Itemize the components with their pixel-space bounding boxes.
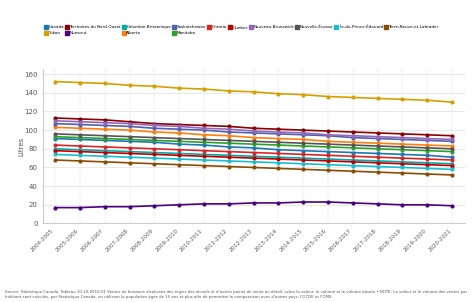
Legend: Canada, Yukon, Territoires du Nord-Ouest, Nunavut, Colombie-Britannique, Alberta: Canada, Yukon, Territoires du Nord-Ouest…: [45, 25, 438, 35]
Y-axis label: Litres: Litres: [18, 137, 25, 156]
Text: Source: Statistique Canada. Tableau 10-10-0010-01 Ventes de boissons alcolisées : Source: Statistique Canada. Tableau 10-1…: [5, 291, 467, 299]
